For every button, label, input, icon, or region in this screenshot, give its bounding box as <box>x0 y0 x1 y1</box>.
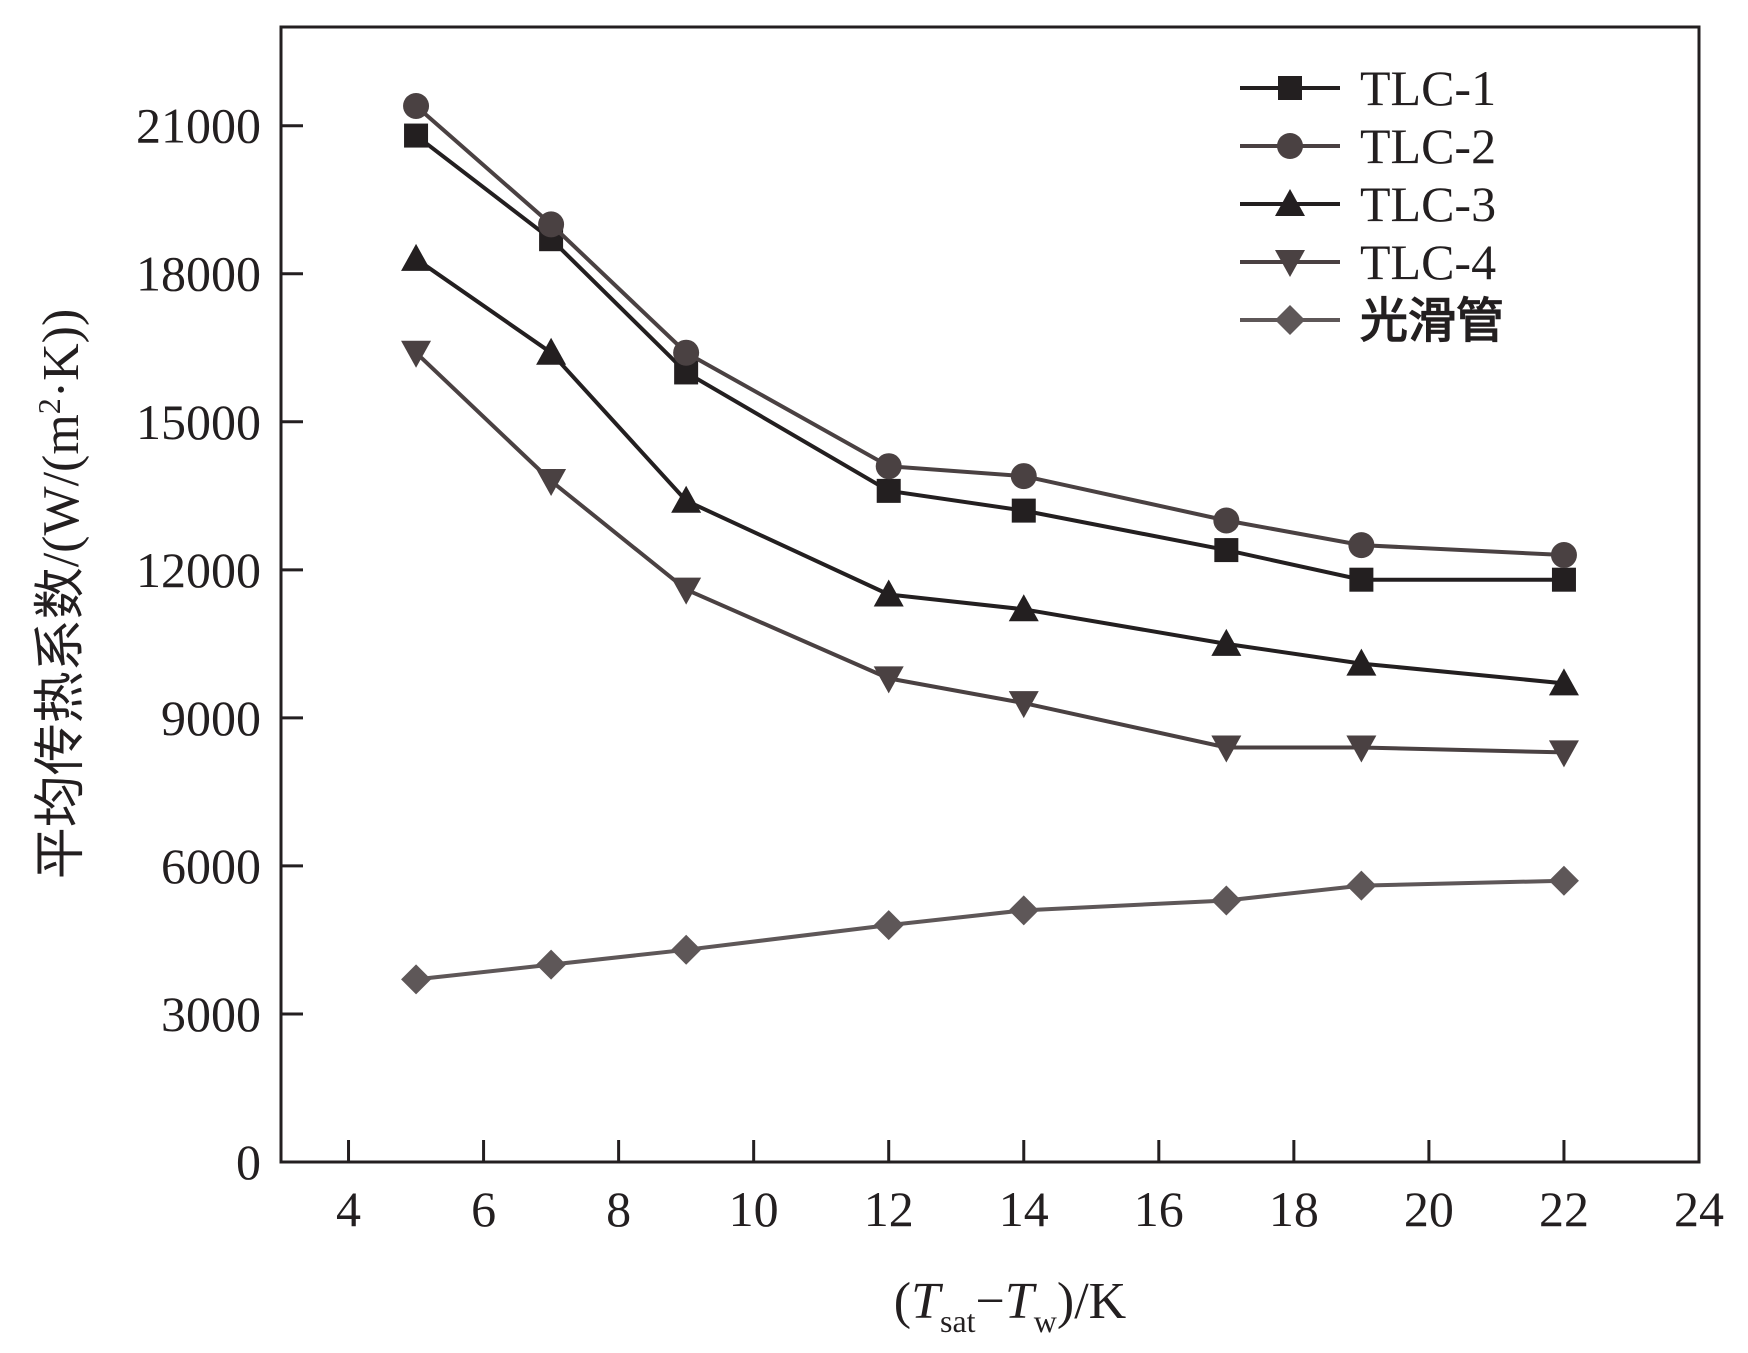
data-point <box>1011 498 1036 523</box>
legend-marker <box>1275 189 1305 216</box>
y-tick-label: 3000 <box>161 986 261 1042</box>
data-point <box>1348 532 1375 559</box>
y-tick-label: 15000 <box>136 394 261 450</box>
legend-label: TLC-1 <box>1360 60 1496 116</box>
series-光滑管 <box>401 865 1579 995</box>
legend-label: TLC-3 <box>1360 176 1496 232</box>
x-tick-label: 16 <box>1134 1181 1184 1237</box>
data-point <box>1008 691 1039 719</box>
legend-item: TLC-1 <box>1240 60 1496 116</box>
data-point <box>404 123 429 148</box>
x-axis-label-open: ( <box>894 1273 911 1330</box>
data-point <box>1550 542 1577 569</box>
x-axis-label-close: )/K <box>1057 1273 1127 1330</box>
data-point <box>1211 885 1242 916</box>
x-axis-label-t2: T <box>1005 1273 1037 1330</box>
data-point <box>875 453 902 480</box>
series-line <box>414 257 1565 686</box>
data-point <box>401 340 432 368</box>
data-point <box>671 577 702 605</box>
y-tick-label: 0 <box>236 1134 261 1190</box>
y-tick-label: 9000 <box>161 690 261 746</box>
x-tick-label: 18 <box>1269 1181 1319 1237</box>
data-point <box>1010 463 1037 490</box>
x-tick-label: 22 <box>1539 1181 1589 1237</box>
data-point <box>401 964 432 995</box>
data-point <box>1008 594 1039 622</box>
data-point <box>1548 865 1579 896</box>
legend-label: TLC-4 <box>1360 234 1496 290</box>
x-axis-label-sub1: sat <box>940 1303 976 1339</box>
data-point <box>1548 740 1579 768</box>
y-tick-label: 18000 <box>136 246 261 302</box>
data-point <box>403 92 430 119</box>
data-point <box>1211 735 1242 763</box>
series-line <box>414 351 1565 755</box>
legend-item: 光滑管 <box>1240 293 1504 349</box>
data-point <box>876 478 901 503</box>
axis-ticks: 4 6 8 10 12 14 16 18 20 22 24 0 3000 6000 9000 12000 150… <box>136 98 1724 1237</box>
x-tick-label: 12 <box>864 1181 914 1237</box>
y-axis-label: 平均传热系数/(W/(m2·K)) <box>31 309 90 880</box>
series-TLC-3 <box>401 243 1579 696</box>
legend-item: TLC-4 <box>1240 234 1496 290</box>
data-point <box>1551 567 1576 592</box>
legend-item: TLC-2 <box>1240 118 1496 174</box>
x-tick-label: 20 <box>1404 1181 1454 1237</box>
series-TLC-4 <box>401 340 1579 768</box>
x-axis-label: (Tsat−Tw)/K <box>894 1273 1127 1339</box>
legend-label: TLC-2 <box>1360 118 1496 174</box>
legend-label: 光滑管 <box>1360 293 1504 349</box>
y-tick-label: 12000 <box>136 542 261 598</box>
data-point <box>671 485 702 513</box>
x-axis-label-minus: − <box>976 1273 1005 1330</box>
data-point <box>1349 567 1374 592</box>
data-point <box>671 934 702 965</box>
series-line <box>414 133 1564 582</box>
data-point <box>1008 895 1039 926</box>
y-tick-label: 21000 <box>136 98 261 154</box>
legend-item: TLC-3 <box>1240 176 1496 232</box>
data-point <box>1346 870 1377 901</box>
data-point <box>873 910 904 941</box>
series-line <box>415 878 1565 982</box>
x-axis-label-t1: T <box>911 1273 943 1330</box>
data-point <box>536 337 567 365</box>
x-tick-label: 4 <box>336 1181 361 1237</box>
y-tick-label: 6000 <box>161 838 261 894</box>
series-line <box>414 104 1565 558</box>
series-TLC-2 <box>403 92 1577 569</box>
x-tick-label: 8 <box>606 1181 631 1237</box>
y-axis-label-main: 平均传热系数/(W/(m <box>33 414 90 879</box>
data-point <box>536 469 567 496</box>
data-point <box>1213 507 1240 534</box>
data-point <box>873 666 904 694</box>
x-axis-label-sub2: w <box>1034 1303 1057 1339</box>
x-tick-label: 24 <box>1674 1181 1724 1237</box>
legend-marker <box>1278 76 1302 100</box>
data-point <box>1346 735 1377 763</box>
series-group <box>401 92 1579 995</box>
data-point <box>873 579 904 607</box>
x-tick-label: 6 <box>471 1181 496 1237</box>
data-point <box>1214 538 1239 563</box>
data-point <box>538 211 565 238</box>
data-point <box>1548 668 1579 696</box>
plot-frame <box>279 25 1701 1164</box>
data-point <box>1346 648 1377 676</box>
legend-marker <box>1275 250 1305 277</box>
data-point <box>1211 628 1242 656</box>
data-point <box>536 949 567 980</box>
data-point <box>673 339 700 366</box>
y-axis-label-sup: 2 <box>31 398 67 414</box>
data-point <box>401 243 432 271</box>
x-tick-label: 14 <box>999 1181 1049 1237</box>
legend-marker <box>1277 133 1303 159</box>
y-axis-label-tail: ·K)) <box>33 309 90 399</box>
legend-marker <box>1275 305 1305 335</box>
x-tick-label: 10 <box>729 1181 779 1237</box>
